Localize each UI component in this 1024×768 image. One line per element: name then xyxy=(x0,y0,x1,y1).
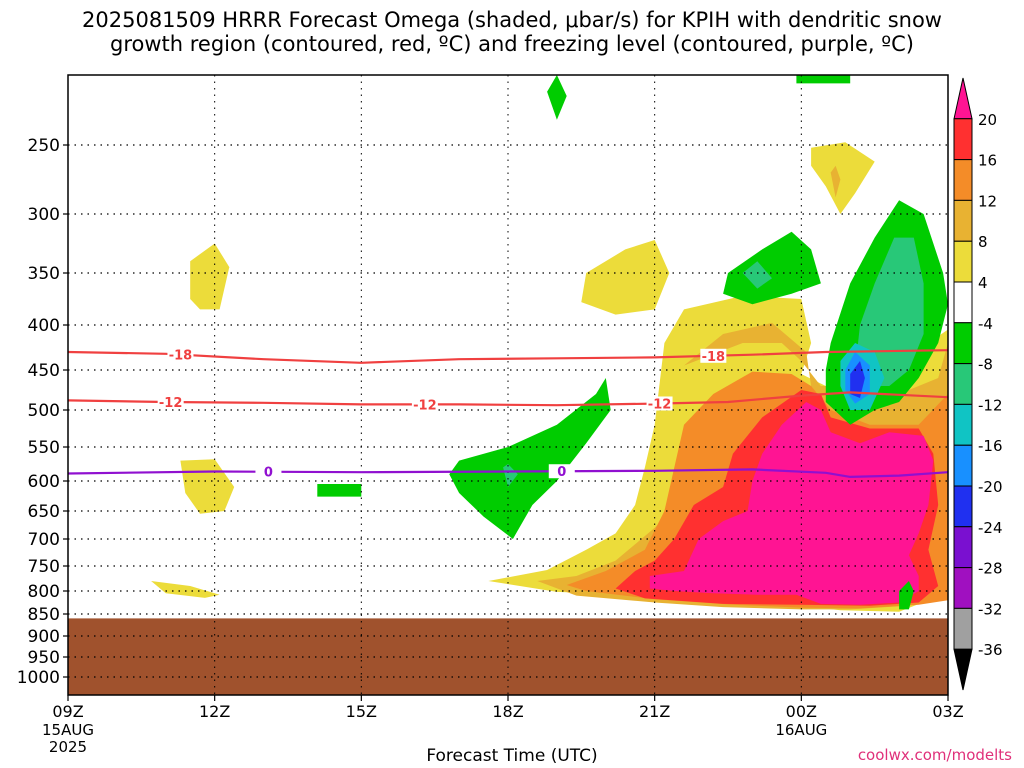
contour-label-bg-0-0 xyxy=(255,464,282,479)
ground-mask xyxy=(68,618,948,695)
y-tick-label-350: 350 xyxy=(28,264,60,284)
colorbar-swatch-5 xyxy=(953,281,973,324)
omega-region-12 xyxy=(811,142,875,214)
x-tick-label-12Z: 12Z xyxy=(199,702,230,721)
contour-label-bg--18-1 xyxy=(700,348,727,363)
colorbar-label--8: -8 xyxy=(978,356,993,374)
colorbar-swatch-10 xyxy=(953,485,973,528)
contour-line-0 xyxy=(68,468,948,479)
y-tick-label-800: 800 xyxy=(28,582,60,602)
colorbar-label--32: -32 xyxy=(978,600,1003,618)
colorbar-label--12: -12 xyxy=(978,396,1003,414)
y-tick-label-750: 750 xyxy=(28,557,60,577)
contour-label-0-0: 0 xyxy=(264,466,273,481)
chart-title-line-2: growth region (contoured, red, ºC) and f… xyxy=(110,32,914,56)
omega-region-17 xyxy=(190,243,230,310)
contour-label--12-1: -12 xyxy=(413,398,437,413)
omega-region-13 xyxy=(830,165,841,198)
omega-region-10 xyxy=(723,231,821,305)
contour-label-bg--12-0 xyxy=(157,395,184,410)
colorbar-label--24: -24 xyxy=(978,519,1003,537)
omega-region-22 xyxy=(796,75,851,84)
colorbar-swatch-7 xyxy=(953,363,973,405)
colorbar-swatch-4 xyxy=(953,240,973,283)
contour-label--18-0: -18 xyxy=(169,349,193,364)
contour-label-bg--12-1 xyxy=(411,397,438,412)
omega-region-23 xyxy=(899,581,914,610)
chart-title-line-1: 2025081509 HRRR Forecast Omega (shaded, … xyxy=(82,8,942,32)
y-tick-label-650: 650 xyxy=(28,502,60,522)
colorbar-swatch-12 xyxy=(953,567,973,609)
colorbar-label--20: -20 xyxy=(978,478,1003,496)
contour-label-bg--12-2 xyxy=(646,396,673,411)
colorbar-label--28: -28 xyxy=(978,560,1003,578)
colorbar-label-8: 8 xyxy=(978,233,988,251)
colorbar-swatch-9 xyxy=(953,444,973,487)
y-tick-label-700: 700 xyxy=(28,530,60,550)
colorbar-swatch-3 xyxy=(953,199,973,242)
colorbar: 20 16 12 8 4 -4 -8 -12 -16 -20 -24 -28 -32 -36 xyxy=(953,77,1003,691)
x-tick-label-21Z: 21Z xyxy=(639,702,670,721)
omega-region-20 xyxy=(317,484,362,497)
x-tick-label-18Z: 18Z xyxy=(492,702,523,721)
omega-region-11 xyxy=(742,261,772,289)
x-axis-label: Forecast Time (UTC) xyxy=(426,746,598,766)
colorbar-label--36: -36 xyxy=(978,641,1003,659)
y-tick-label-1000: 1000 xyxy=(17,668,60,688)
x-tick-label-09Z: 09Z xyxy=(52,702,83,721)
x-tick-label-03Z: 03Z xyxy=(932,702,963,721)
colorbar-swatch-13 xyxy=(953,607,973,650)
omega-region-16 xyxy=(581,240,670,315)
x-tick-label-15Z: 15Z xyxy=(346,702,377,721)
source-credit: coolwx.com/modelts xyxy=(857,746,1012,764)
y-tick-label-400: 400 xyxy=(28,316,60,336)
omega-region-6 xyxy=(855,237,924,386)
x-tick-sublabel-09Z-1: 2025 xyxy=(49,738,87,756)
omega-region-15 xyxy=(503,464,518,487)
y-tick-label-950: 950 xyxy=(28,648,60,668)
colorbar-label-20: 20 xyxy=(978,111,997,129)
x-tick-sublabel-00Z-0: 16AUG xyxy=(775,721,827,739)
contour-label--12-2: -12 xyxy=(648,397,672,412)
y-tick-label-300: 300 xyxy=(28,205,60,225)
colorbar-swatch-2 xyxy=(953,159,973,201)
colorbar-label-16: 16 xyxy=(978,152,997,170)
colorbar-label-12: 12 xyxy=(978,192,997,210)
y-tick-label-900: 900 xyxy=(28,627,60,647)
colorbar-label--4: -4 xyxy=(978,315,993,333)
colorbar-label-4: 4 xyxy=(978,274,988,292)
contour-label-bg--18-0 xyxy=(167,347,194,362)
omega-region-4 xyxy=(649,402,934,605)
omega-shaded-regions xyxy=(151,75,948,612)
temperature-contours: -18 -18 -12 -12 -12 0 0 xyxy=(68,347,948,481)
colorbar-swatch-8 xyxy=(953,403,973,446)
contour-line--18 xyxy=(68,349,948,364)
contour-label--12-0: -12 xyxy=(159,396,183,411)
contour-label--18-1: -18 xyxy=(702,350,726,365)
colorbar-label--16: -16 xyxy=(978,437,1003,455)
axes: 2503003504004505005506006507007508008509… xyxy=(17,74,964,756)
contour-line--12 xyxy=(68,391,948,407)
y-tick-label-850: 850 xyxy=(28,605,60,625)
colorbar-swatch-1 xyxy=(953,118,973,161)
ground-below-surface xyxy=(68,618,948,695)
y-tick-label-500: 500 xyxy=(28,401,60,421)
y-tick-label-550: 550 xyxy=(28,438,60,458)
colorbar-swatch-14 xyxy=(953,648,973,691)
omega-region-14 xyxy=(449,378,611,539)
colorbar-swatch-11 xyxy=(953,526,973,569)
y-tick-label-600: 600 xyxy=(28,472,60,492)
y-tick-label-250: 250 xyxy=(28,136,60,156)
y-tick-label-450: 450 xyxy=(28,361,60,381)
x-tick-sublabel-09Z-0: 15AUG xyxy=(42,721,94,739)
colorbar-swatch-6 xyxy=(953,322,973,365)
omega-region-19 xyxy=(151,581,220,598)
contour-label-0-1: 0 xyxy=(557,465,566,480)
contour-label-bg-0-1 xyxy=(548,464,575,479)
x-tick-label-00Z: 00Z xyxy=(786,702,817,721)
omega-region-21 xyxy=(547,75,567,120)
colorbar-swatch-0 xyxy=(953,77,973,120)
